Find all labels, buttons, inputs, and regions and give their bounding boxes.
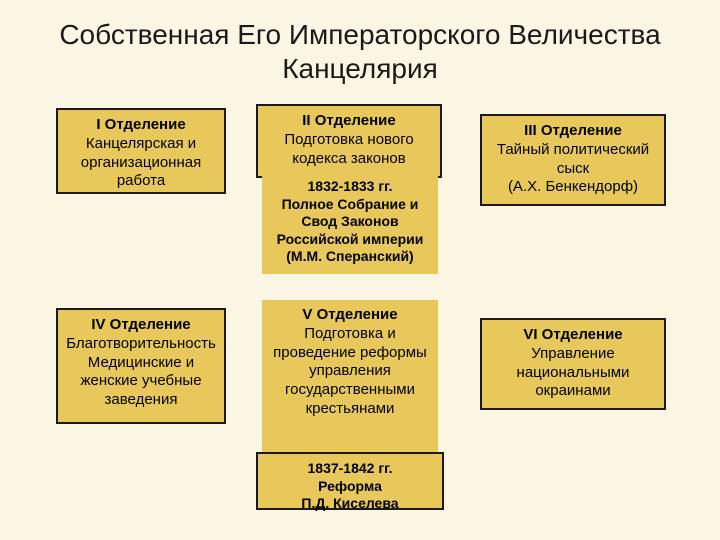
dept-2-body: Подготовка нового кодекса законов (264, 131, 434, 169)
dept-3-title: III Отделение (488, 122, 658, 141)
dept-5-title: V Отделение (268, 306, 432, 325)
dept-4-body: Благотворительность Медицинские и женски… (64, 335, 218, 410)
dept-3-box: III Отделение Тайный политический сыск (… (480, 114, 666, 206)
dept-5-note-title: 1837-1842 гг. (264, 460, 436, 478)
dept-5-note-body: Реформа П.Д. Киселева (264, 478, 436, 513)
slide-canvas: Собственная Его Императорского Величеств… (0, 0, 720, 540)
dept-1-box: I Отделение Канцелярская и организационн… (56, 108, 226, 194)
dept-2-note-body: Полное Собрание и Свод Законов Российско… (268, 196, 432, 266)
dept-4-title: IV Отделение (64, 316, 218, 335)
dept-5-note-box: 1837-1842 гг. Реформа П.Д. Киселева (256, 452, 444, 510)
dept-1-title: I Отделение (64, 116, 218, 135)
slide-title: Собственная Его Императорского Величеств… (0, 18, 720, 85)
dept-6-title: VI Отделение (488, 326, 658, 345)
dept-4-box: IV Отделение Благотворительность Медицин… (56, 308, 226, 424)
dept-2-title: II Отделение (264, 112, 434, 131)
dept-2-note-box: 1832-1833 гг. Полное Собрание и Свод Зак… (262, 172, 438, 274)
dept-2-box: II Отделение Подготовка нового кодекса з… (256, 104, 442, 178)
dept-6-body: Управление национальными окраинами (488, 345, 658, 401)
dept-1-body: Канцелярская и организационная работа (64, 135, 218, 191)
dept-2-note-title: 1832-1833 гг. (268, 178, 432, 196)
dept-3-body: Тайный политический сыск (А.Х. Бенкендор… (488, 141, 658, 197)
dept-5-body: Подготовка и проведение реформы управлен… (268, 325, 432, 419)
dept-6-box: VI Отделение Управление национальными ок… (480, 318, 666, 410)
dept-5-box: V Отделение Подготовка и проведение рефо… (262, 300, 438, 466)
